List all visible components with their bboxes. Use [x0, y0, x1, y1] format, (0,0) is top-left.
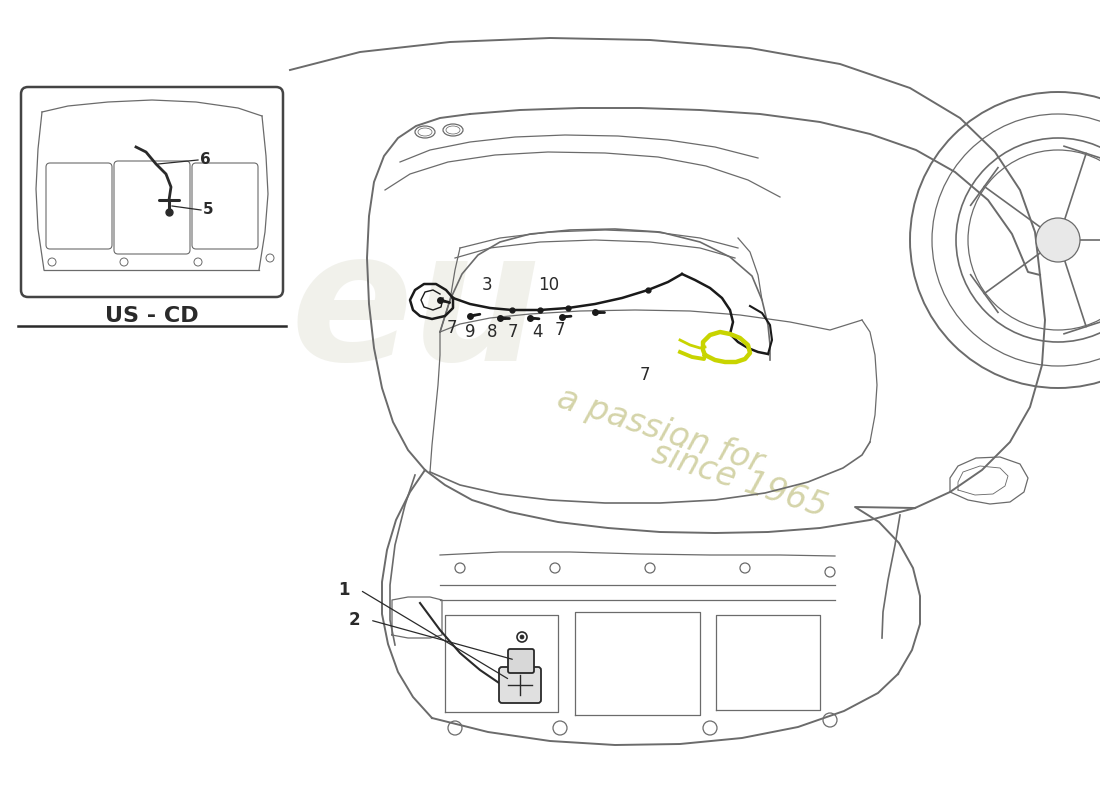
Text: 7: 7 [508, 323, 518, 341]
Text: 5: 5 [204, 202, 213, 218]
Text: since 1965: since 1965 [648, 436, 832, 524]
FancyBboxPatch shape [508, 649, 534, 673]
Text: 2: 2 [349, 611, 360, 629]
Text: 7: 7 [640, 366, 650, 384]
Circle shape [1036, 218, 1080, 262]
Text: 3: 3 [482, 276, 493, 294]
Text: 7: 7 [556, 321, 565, 339]
Text: 7: 7 [447, 319, 458, 337]
Text: 10: 10 [538, 276, 559, 294]
FancyBboxPatch shape [21, 87, 283, 297]
Text: 9: 9 [465, 323, 475, 341]
Text: eu: eu [290, 222, 541, 398]
Text: 8: 8 [487, 323, 497, 341]
Text: 4: 4 [532, 323, 542, 341]
Text: 1: 1 [339, 581, 350, 599]
Circle shape [520, 635, 524, 639]
Text: a passion for: a passion for [553, 381, 767, 479]
FancyBboxPatch shape [499, 667, 541, 703]
Text: 6: 6 [200, 153, 211, 167]
Text: US - CD: US - CD [106, 306, 199, 326]
